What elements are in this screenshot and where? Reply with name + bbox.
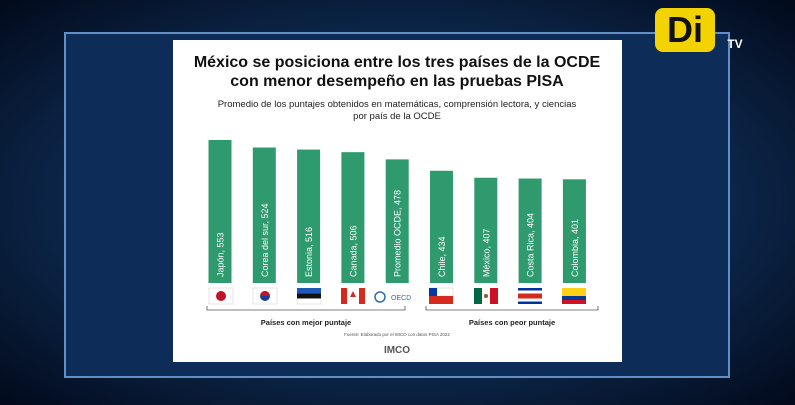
group-bracket — [206, 306, 406, 311]
logo-badge — [655, 8, 715, 52]
bar — [430, 170, 453, 283]
logo-suffix: TV — [727, 37, 742, 51]
chart-subtitle: Promedio de los puntajes obtenidos en ma… — [218, 99, 577, 110]
group-label: Países con mejor puntaje — [261, 318, 351, 327]
bar — [208, 140, 232, 283]
bar — [474, 177, 498, 283]
bar — [297, 149, 321, 283]
bar — [562, 179, 586, 283]
bar — [341, 152, 365, 283]
publisher-logo: IMCO — [384, 345, 410, 356]
flags — [208, 287, 586, 305]
bar — [385, 159, 409, 283]
bar — [252, 147, 276, 283]
source-note: Fuente: Elaborado por el IMCO con datos … — [344, 332, 450, 337]
data-label: Colombia, 401 — [570, 219, 580, 277]
data-label: Japón, 553 — [216, 232, 226, 277]
oecd-logo: OECD — [391, 295, 411, 302]
group-bracket — [425, 306, 599, 311]
data-label: Costa Rica, 404 — [526, 213, 536, 277]
data-label: México, 407 — [481, 228, 491, 277]
data-label: Canada, 506 — [348, 225, 358, 277]
data-label: Estonia, 516 — [304, 227, 314, 277]
logo-brand: Di — [667, 9, 703, 50]
group-label: Países con peor puntaje — [469, 318, 555, 327]
data-label: Promedio OCDE, 478 — [393, 190, 403, 277]
bar — [518, 178, 542, 283]
chart-title: México se posiciona entre los tres paíse… — [194, 54, 601, 71]
chart-subtitle: por país de la OCDE — [353, 111, 441, 122]
data-label: Chile, 434 — [437, 236, 447, 277]
data-label: Corea del sur, 524 — [260, 203, 270, 277]
chart-title: con menor desempeño en las pruebas PISA — [230, 73, 564, 90]
